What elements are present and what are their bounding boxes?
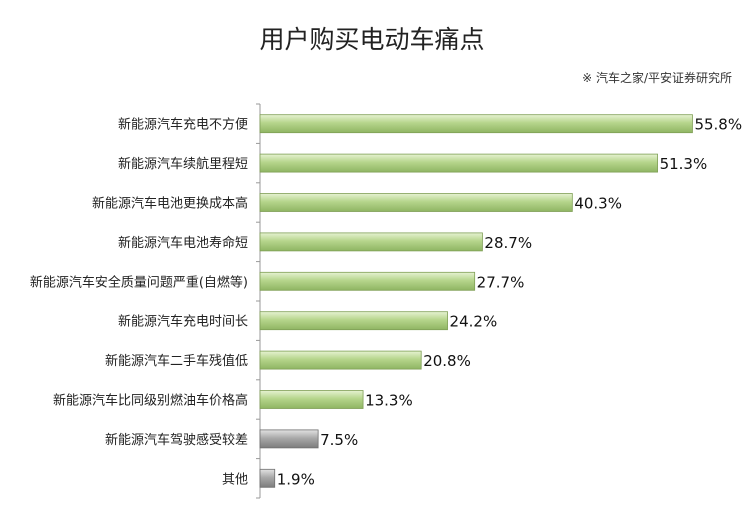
category-label: 新能源汽车续航里程短 bbox=[118, 156, 248, 172]
category-label: 新能源汽车充电时间长 bbox=[118, 314, 248, 330]
bar bbox=[259, 468, 276, 488]
bar bbox=[259, 311, 448, 331]
category-label: 新能源汽车充电不方便 bbox=[118, 117, 248, 133]
value-label: 28.7% bbox=[484, 234, 532, 252]
bar bbox=[259, 153, 658, 173]
value-label: 51.3% bbox=[660, 155, 708, 173]
value-label: 20.8% bbox=[423, 352, 471, 370]
category-label: 新能源汽车驾驶感受较差 bbox=[105, 432, 248, 448]
chart-source-note: ※ 汽车之家/平安证券研究所 bbox=[582, 71, 732, 85]
bar bbox=[259, 232, 483, 252]
chart-title: 用户购买电动车痛点 bbox=[259, 25, 485, 54]
value-label: 40.3% bbox=[574, 195, 622, 213]
value-label: 7.5% bbox=[320, 431, 358, 449]
bar bbox=[259, 271, 476, 291]
bar bbox=[259, 350, 422, 370]
category-label: 新能源汽车安全质量问题严重(自燃等) bbox=[30, 274, 248, 290]
category-label: 新能源汽车二手车残值低 bbox=[105, 353, 248, 369]
category-label: 新能源汽车电池更换成本高 bbox=[92, 196, 248, 212]
bar bbox=[259, 114, 693, 134]
bar bbox=[259, 429, 319, 449]
value-label: 13.3% bbox=[365, 392, 413, 410]
category-label: 新能源汽车比同级别燃油车价格高 bbox=[53, 393, 248, 409]
value-label: 1.9% bbox=[277, 470, 315, 488]
bar bbox=[259, 390, 364, 409]
value-label: 27.7% bbox=[477, 273, 525, 291]
category-label: 新能源汽车电池寿命短 bbox=[118, 235, 248, 251]
category-label: 其他 bbox=[222, 472, 248, 487]
value-label: 55.8% bbox=[694, 116, 742, 134]
bar bbox=[259, 193, 573, 212]
value-label: 24.2% bbox=[450, 313, 498, 331]
